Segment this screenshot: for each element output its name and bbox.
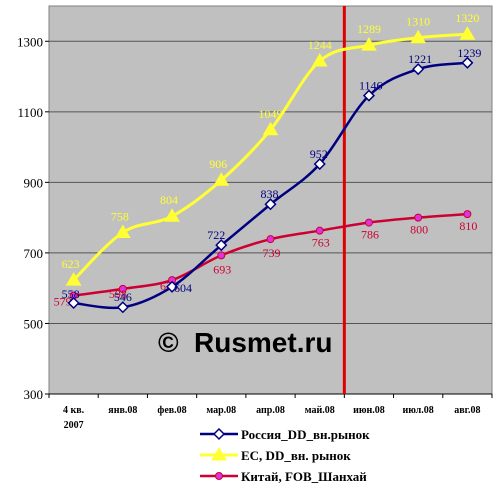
data-point: [116, 301, 129, 314]
x-tick-label-мар-08: мар.08: [206, 405, 236, 416]
data-point: [315, 226, 324, 235]
data-label: 623: [62, 257, 80, 271]
data-label: 598: [109, 287, 127, 301]
data-point: [217, 251, 226, 260]
legend-label: Россия_DD_вн.рынок: [241, 427, 370, 442]
legend-item-китай-fob-шанхай: Китай, FOB_Шанхай: [200, 469, 367, 484]
legend-marker: [212, 427, 226, 441]
data-label: 546: [114, 290, 132, 304]
x-tick-label-май-08: май.08: [305, 405, 335, 416]
data-label: 722: [207, 228, 225, 242]
data-point: [414, 213, 423, 222]
data-point: [362, 89, 376, 102]
data-label: 838: [261, 187, 279, 201]
data-point: [118, 284, 127, 293]
data-point: [412, 63, 425, 76]
x-tick-label-line1: 4 кв.: [63, 405, 85, 416]
x-tick-label-янв-08: янв.08: [108, 405, 137, 416]
data-label: 1244: [308, 38, 332, 52]
y-tick-label-1100: 1100: [17, 105, 43, 120]
data-label: 800: [410, 223, 428, 237]
y-axis-ticks: 300 500 700 900 1100 1300: [17, 34, 49, 402]
data-point: [313, 157, 326, 171]
data-point: [364, 218, 373, 227]
y-tick-label-300: 300: [24, 387, 44, 402]
x-tick-label-авг-08: авг.08: [454, 405, 480, 416]
data-point: [114, 224, 131, 238]
series-россия-dd-вн-рынок: 558 546 604 722 838 952 1146 1221 1239: [62, 46, 481, 314]
y-tick-label-700: 700: [24, 246, 44, 261]
data-point: [461, 56, 474, 69]
data-label: 786: [361, 228, 379, 242]
legend-label: Китай, FOB_Шанхай: [241, 469, 367, 484]
x-tick-label-июл-08: июл.08: [403, 405, 434, 416]
data-label: 952: [310, 147, 328, 161]
data-point: [215, 239, 228, 252]
data-point: [410, 29, 427, 44]
data-point: [311, 53, 328, 67]
x-tick-label-июн-08: июн.08: [353, 405, 385, 416]
data-point: [262, 121, 279, 136]
legend-marker: [215, 472, 223, 480]
data-point: [266, 235, 275, 244]
data-point: [264, 198, 277, 211]
data-label: 1146: [359, 79, 383, 93]
data-label: 558: [62, 287, 80, 301]
data-label: 906: [209, 157, 227, 171]
y-tick-label-1300: 1300: [17, 34, 43, 49]
data-point: [463, 210, 472, 219]
data-label: 579: [54, 295, 72, 309]
series-ес-dd-вн-рынок: 623 758 804 906 1049 1244 1289 1310 1320: [62, 11, 479, 286]
data-label: 739: [263, 246, 281, 260]
watermark: © Rusmet.ru: [158, 327, 332, 358]
data-label: 763: [312, 236, 330, 250]
legend-marker: [211, 447, 227, 461]
data-point: [361, 37, 377, 51]
data-label: 1049: [259, 107, 283, 121]
data-label: 758: [111, 209, 129, 223]
x-tick-label-апр-08: апр.08: [256, 405, 285, 416]
data-label: 1239: [457, 46, 481, 60]
legend: Россия_DD_вн.рынок ЕС, DD_вн. рынок Китай,…: [200, 427, 370, 484]
y-tick-label-500: 500: [24, 316, 44, 331]
data-point: [65, 272, 82, 286]
data-point: [213, 172, 230, 186]
data-label: 1289: [357, 22, 381, 36]
data-label: 810: [459, 219, 477, 233]
data-point: [459, 26, 476, 40]
data-label: 693: [213, 262, 231, 276]
data-label: 804: [160, 193, 178, 207]
legend-item-россия-dd-вн-рынок: Россия_DD_вн.рынок: [200, 427, 370, 442]
x-tick-label-line2: 2007: [64, 420, 84, 431]
data-point: [165, 280, 179, 293]
x-axis-ticks: 4 кв. 2007 янв.08 фев.08 мар.08 апр.08 май.08 и…: [48, 393, 493, 431]
data-label: 1221: [408, 52, 432, 66]
watermark-copyright-symbol: ©: [158, 327, 179, 358]
data-label: 1310: [406, 15, 430, 29]
data-label: 1320: [455, 11, 479, 25]
data-label: 604: [174, 281, 192, 295]
y-tick-label-900: 900: [24, 175, 44, 190]
x-tick-label-фев-08: фев.08: [157, 405, 186, 416]
legend-label: ЕС, DD_вн. рынок: [241, 448, 351, 463]
watermark-text: Rusmet.ru: [194, 327, 332, 358]
legend-item-ес-dd-вн-рынок: ЕС, DD_вн. рынок: [200, 447, 351, 463]
data-point: [164, 208, 180, 222]
data-point: [67, 296, 80, 310]
